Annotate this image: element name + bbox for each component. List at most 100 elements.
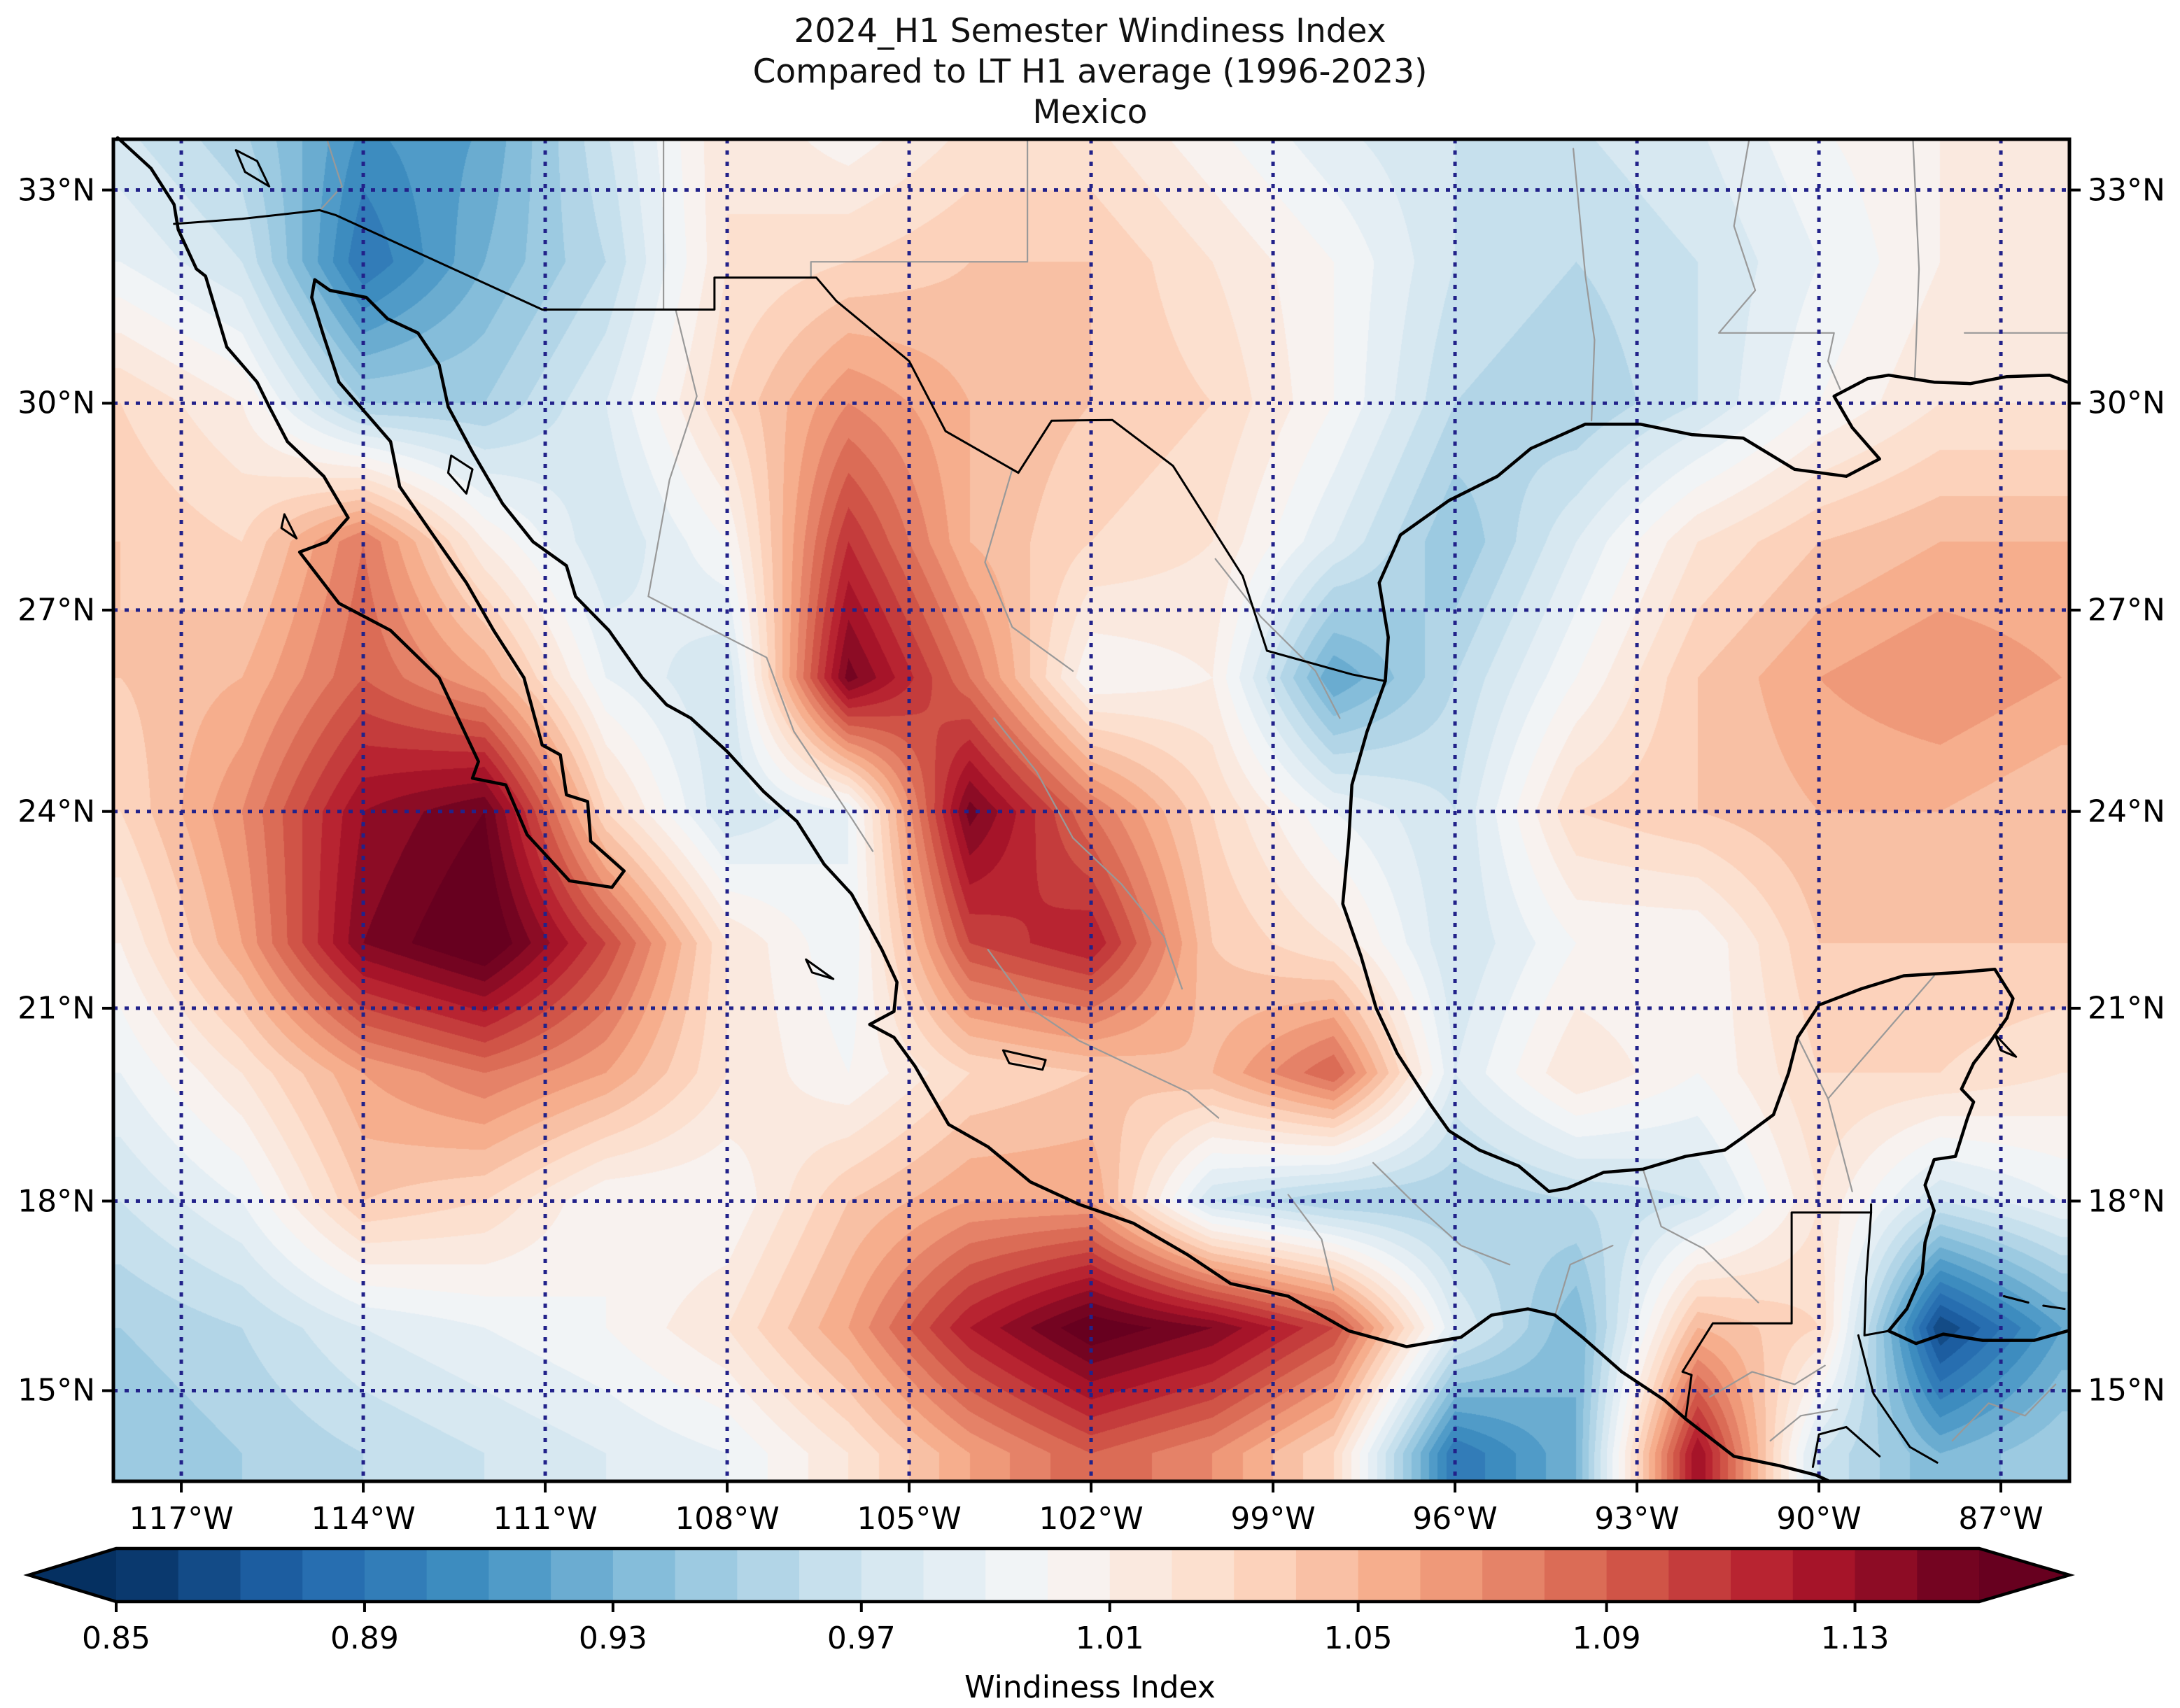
colorbar-tick-label: 1.01	[1075, 1621, 1144, 1656]
colorbar-under-arrow	[29, 1548, 116, 1602]
colorbar-tick-label: 1.05	[1323, 1621, 1393, 1656]
colorbar-segment	[1482, 1548, 1545, 1602]
state-border-line	[1912, 138, 1920, 380]
colorbar-segment	[426, 1548, 490, 1602]
colorbar-segment	[116, 1548, 179, 1602]
colorbar-segment	[1172, 1548, 1235, 1602]
lat-tick-label-right: 30°N	[2088, 385, 2165, 421]
coastline	[1341, 679, 2069, 1346]
country-border-line	[1811, 1425, 1881, 1468]
lat-tick-label-right: 21°N	[2088, 990, 2165, 1026]
lon-tick-label: 96°W	[1412, 1501, 1498, 1537]
colorbar-segment	[861, 1548, 924, 1602]
state-border-line	[1718, 138, 1841, 390]
lon-tick-label: 87°W	[1958, 1501, 2044, 1537]
title-line-3: Mexico	[1032, 93, 1148, 132]
lon-tick-label: 105°W	[857, 1501, 962, 1537]
lat-tick-label-left: 27°N	[17, 592, 95, 628]
lon-tick-label: 111°W	[493, 1501, 598, 1537]
colorbar-segment	[364, 1548, 428, 1602]
lat-tick-label-right: 24°N	[2088, 793, 2165, 830]
colorbar-segment	[240, 1548, 303, 1602]
colorbar-tick-label: 0.97	[827, 1621, 896, 1656]
island-outline	[280, 513, 298, 539]
island-outline	[2002, 1295, 2030, 1304]
lon-tick-label: 114°W	[311, 1501, 416, 1537]
colorbar-segment	[612, 1548, 676, 1602]
colorbar-segment	[1109, 1548, 1173, 1602]
colorbar-axis-label: Windiness Index	[964, 1670, 1216, 1705]
state-border-line	[1573, 148, 1596, 422]
colorbar-segment	[1420, 1548, 1483, 1602]
colorbar-tick-label: 0.93	[578, 1621, 647, 1656]
state-border-line	[1554, 1245, 1614, 1316]
colorbar-tick-label: 1.09	[1572, 1621, 1641, 1656]
lon-tick-label: 108°W	[675, 1501, 780, 1537]
plot-frame	[111, 137, 2072, 1483]
colorbar-outline	[23, 1546, 2075, 1604]
lat-tick-label-left: 18°N	[17, 1183, 95, 1219]
colorbar-segment	[1234, 1548, 1297, 1602]
country-border-line	[1681, 1203, 1873, 1420]
colorbar-segment	[1048, 1548, 1111, 1602]
colorbar-tick-label: 0.89	[330, 1621, 399, 1656]
colorbar-segment	[1792, 1548, 1856, 1602]
state-border-line	[810, 138, 1029, 278]
colorbar-segment	[302, 1548, 365, 1602]
colorbar-segment	[1668, 1548, 1731, 1602]
lat-tick-label-left: 30°N	[17, 385, 95, 421]
title-line-2: Compared to LT H1 average (1996-2023)	[752, 52, 1428, 91]
colorbar-segment	[799, 1548, 862, 1602]
state-border-line	[1372, 1162, 1511, 1266]
colorbar-tick-label: 0.85	[82, 1621, 150, 1656]
lon-tick-label: 102°W	[1039, 1501, 1144, 1537]
state-border-line	[693, 619, 874, 852]
state-border-line	[1287, 1194, 1335, 1291]
colorbar-segment	[985, 1548, 1048, 1602]
lat-tick-label-right: 15°N	[2088, 1372, 2165, 1409]
island-outline	[2042, 1304, 2066, 1311]
colorbar-segment	[1358, 1548, 1421, 1602]
lat-tick-label-right: 33°N	[2088, 172, 2165, 209]
state-border-line	[320, 138, 343, 211]
lat-tick-label-left: 33°N	[17, 172, 95, 209]
coastline	[1377, 373, 2069, 683]
state-border-line	[1642, 1168, 1759, 1304]
lon-tick-label: 117°W	[129, 1501, 234, 1537]
colorbar-segment	[675, 1548, 738, 1602]
lon-tick-label: 93°W	[1594, 1501, 1680, 1537]
island-outline	[1993, 1033, 2018, 1058]
state-border-line	[984, 468, 1074, 672]
colorbar-segment	[551, 1548, 614, 1602]
lon-tick-label: 99°W	[1230, 1501, 1316, 1537]
map-overlay	[102, 136, 2081, 1492]
state-border-line	[987, 949, 1220, 1119]
colorbar-segment	[1731, 1548, 1794, 1602]
lat-tick-label-left: 24°N	[17, 793, 95, 830]
colorbar-segment	[1606, 1548, 1670, 1602]
state-border-line	[1951, 1383, 2057, 1442]
figure-title: 2024_H1 Semester Windiness Index Compare…	[0, 11, 2180, 133]
colorbar	[23, 1546, 2075, 1612]
lat-tick-label-right: 27°N	[2088, 592, 2165, 628]
state-border-line	[1709, 1364, 1826, 1398]
lon-tick-label: 90°W	[1776, 1501, 1862, 1537]
lat-tick-label-right: 18°N	[2088, 1183, 2165, 1219]
title-line-1: 2024_H1 Semester Windiness Index	[794, 12, 1386, 50]
state-border-line	[993, 717, 1183, 990]
coastline	[115, 136, 1830, 1483]
island-outline	[234, 149, 271, 188]
island-outline	[805, 958, 835, 980]
colorbar-segment	[1295, 1548, 1359, 1602]
colorbar-segment	[178, 1548, 241, 1602]
colorbar-segment	[488, 1548, 551, 1602]
colorbar-segment	[737, 1548, 800, 1602]
colorbar-segment	[1917, 1548, 1980, 1602]
state-border-line	[647, 309, 698, 621]
country-border-line	[1857, 1334, 1939, 1464]
island-outline	[446, 454, 474, 495]
state-border-line	[1827, 1098, 1853, 1192]
country-border-line	[173, 209, 1386, 682]
lat-tick-label-left: 21°N	[17, 990, 95, 1026]
